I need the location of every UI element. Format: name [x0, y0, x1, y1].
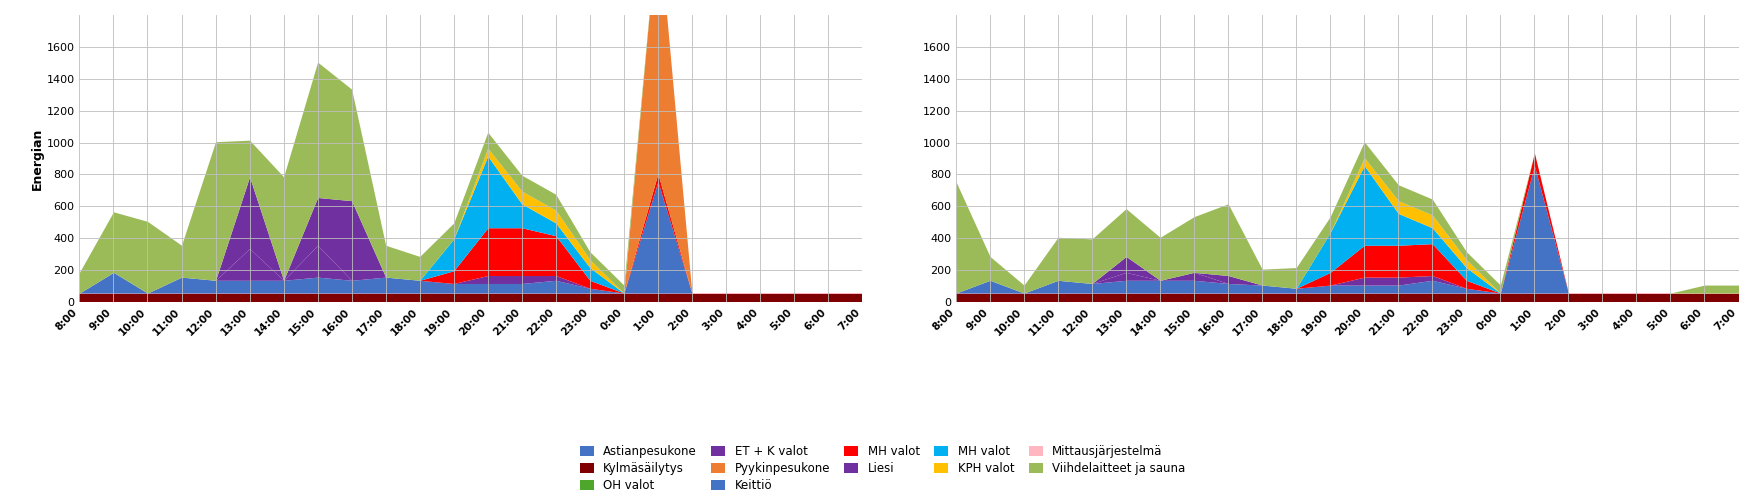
- Y-axis label: Energian: Energian: [30, 127, 44, 190]
- Legend: Astianpesukone, Kylmäsäilytys, OH valot, ET + K valot, Pyykinpesukone, Keittiö, : Astianpesukone, Kylmäsäilytys, OH valot,…: [579, 445, 1185, 492]
